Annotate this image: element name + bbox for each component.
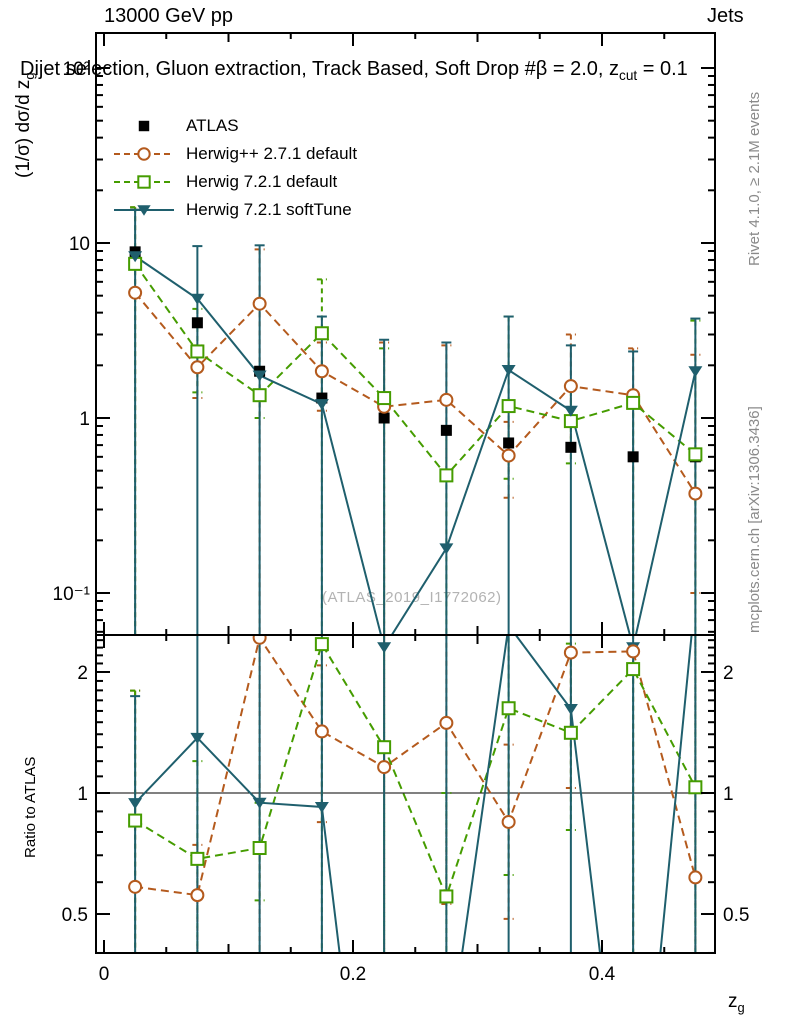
ratio-tick-label-left: 0.5 [62, 905, 88, 926]
markers-ratio [128, 635, 703, 904]
rivet-version-note: Rivet 4.1.0, ≥ 2.1M events [746, 91, 763, 266]
subtitle-text: Dijet selection, Gluon extraction, Track… [20, 58, 620, 80]
line-main [134, 292, 697, 495]
subtitle-subscript: cut [619, 68, 638, 84]
ratio-axis-title: Ratio to ATLAS [22, 756, 39, 858]
watermark: (ATLAS_2019_I1772062) [322, 589, 502, 606]
y-axis-title-text: (1/σ) dσ/d z [13, 79, 34, 178]
subtitle-tail: = 0.1 [637, 58, 688, 80]
legend-marker-circle-open [114, 147, 174, 161]
line-ratio [134, 635, 693, 953]
legend-label: ATLAS [186, 116, 239, 135]
y-main-tick-label: 1 [79, 409, 90, 430]
y-main-tick-label: 10⁻¹ [53, 584, 91, 605]
mcplots-note: mcplots.cern.ch [arXiv:1306.3436] [746, 406, 763, 633]
line-main [134, 263, 697, 477]
x-axis-title-text: z [728, 991, 738, 1012]
header-analysis: Jets [707, 5, 744, 27]
series-lines-ratio [134, 635, 697, 953]
y-main-tick-label: 10 [69, 234, 90, 255]
x-tick-label: 0.4 [589, 964, 616, 985]
series-lines-main [134, 255, 697, 635]
legend-marker-square-filled [138, 120, 150, 132]
ratio-tick-label-right: 1 [723, 784, 734, 805]
line-ratio [134, 641, 697, 900]
tick-labels: 10² 10 1 10⁻¹ 2 2 1 1 0.5 0.5 0 0.2 0.4 [53, 59, 750, 985]
plot-subtitle: Dijet selection, Gluon extraction, Track… [20, 58, 688, 83]
legend: ATLAS Herwig++ 2.7.1 default Herwig 7.2.1 … [112, 112, 357, 224]
axis-ticks [96, 33, 715, 954]
legend-label: Herwig++ 2.7.1 default [186, 144, 358, 163]
markers-main [128, 246, 703, 654]
header-beam-energy: 13000 GeV pp [104, 5, 233, 27]
legend-label: Herwig 7.2.1 default [186, 172, 338, 191]
line-main [134, 255, 697, 635]
legend-item-0: ATLAS [112, 112, 357, 140]
x-axis-title-sub: g [737, 999, 745, 1015]
legend-item-3: Herwig 7.2.1 softTune [112, 196, 357, 224]
line-ratio [134, 635, 697, 897]
legend-label: Herwig 7.2.1 softTune [186, 200, 352, 219]
legend-marker-square-open [114, 175, 174, 189]
y-main-tick-label: 10² [63, 59, 90, 80]
ratio-tick-label-left: 2 [77, 663, 88, 684]
ratio-tick-label-right: 2 [723, 663, 734, 684]
x-tick-label: 0 [99, 964, 110, 985]
legend-item-2: Herwig 7.2.1 default [112, 168, 357, 196]
y-axis-title-sub: g [21, 72, 37, 80]
x-tick-label: 0.2 [340, 964, 366, 985]
y-axis-title: (1/σ) dσ/d zg [13, 72, 37, 178]
ratio-tick-label-right: 0.5 [723, 905, 749, 926]
x-axis-title: zg [728, 991, 745, 1015]
ratio-tick-label-left: 1 [77, 784, 88, 805]
legend-marker-triangle-down-filled [114, 205, 174, 216]
legend-item-1: Herwig++ 2.7.1 default [112, 140, 357, 168]
